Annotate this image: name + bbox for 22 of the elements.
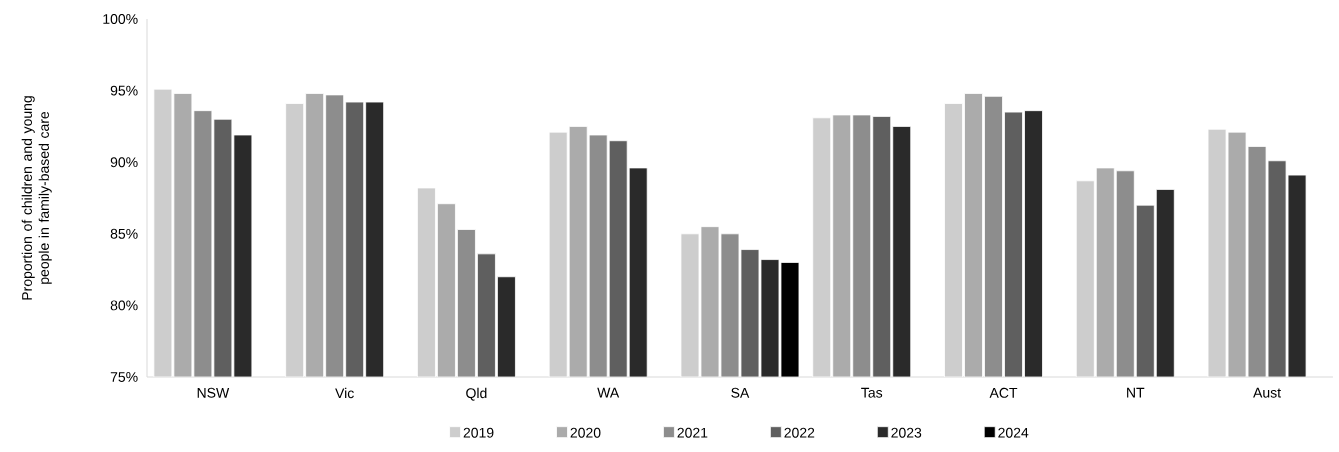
x-tick-label: Qld xyxy=(466,387,487,401)
x-tick-label: Tas xyxy=(861,387,883,398)
x-tick-label: ACT xyxy=(989,387,1018,398)
y-tick-label: 100% xyxy=(103,14,138,24)
y-tick-label: 90% xyxy=(110,157,138,168)
x-tick-label: WA xyxy=(597,387,620,398)
x-tick-label: Aust xyxy=(1253,387,1281,398)
legend-label: 2024 xyxy=(998,427,1029,438)
legend-label: 2022 xyxy=(784,427,815,438)
x-tick-label: NT xyxy=(1127,387,1145,398)
y-tick-label: 85% xyxy=(110,228,138,239)
x-tick-label: NSW xyxy=(197,387,230,398)
y-axis-title: Proportion of children and young people in family-based care xyxy=(21,96,52,300)
y-tick-label: 75% xyxy=(110,372,138,382)
x-tick-label: SA xyxy=(731,387,750,398)
legend-label: 2023 xyxy=(891,427,922,438)
x-tick-label: Vic xyxy=(335,387,354,399)
y-tick-label: 80% xyxy=(110,300,138,311)
legend-label: 2020 xyxy=(570,427,601,438)
y-tick-label: 95% xyxy=(110,85,138,96)
legend-label: 2021 xyxy=(677,427,708,438)
legend-label: 2019 xyxy=(463,427,494,438)
